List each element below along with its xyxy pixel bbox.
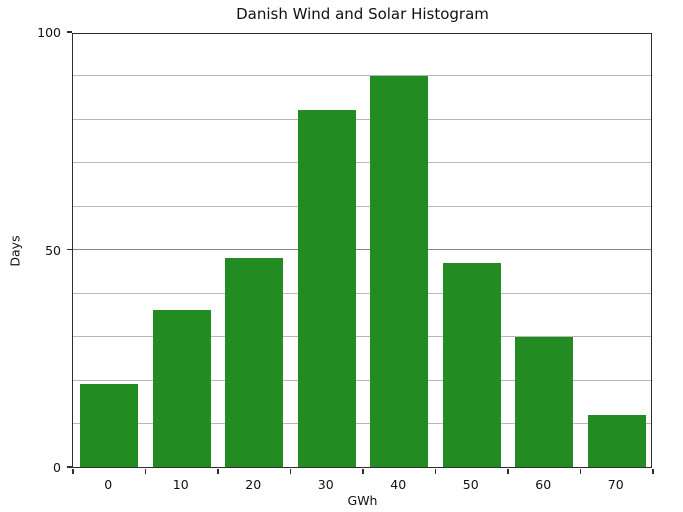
gridline-90 (73, 75, 651, 76)
x-tick-label-60: 60 (535, 477, 552, 492)
x-tick-mark (72, 469, 74, 474)
x-tick-label-10: 10 (172, 477, 189, 492)
x-axis-label: GWh (347, 493, 378, 508)
y-tick-mark (67, 248, 72, 251)
x-tick-mark (362, 469, 364, 474)
x-tick-label-0: 0 (104, 477, 113, 492)
x-tick-mark (144, 469, 147, 474)
plot-inner (67, 31, 654, 474)
x-tick-label-50: 50 (462, 477, 479, 492)
bar-10 (152, 310, 211, 467)
plot-area (67, 31, 654, 474)
gridline-50 (73, 248, 651, 250)
y-tick-mark (67, 466, 72, 468)
y-tick-label-50: 50 (45, 242, 61, 258)
x-tick-label-20: 20 (245, 477, 262, 492)
bar-0 (80, 384, 139, 467)
x-tick-label-70: 70 (607, 477, 624, 492)
y-tick-mark (67, 31, 72, 33)
gridline-40 (73, 292, 651, 294)
x-tick-label-30: 30 (317, 477, 334, 492)
gridline-20 (73, 379, 651, 381)
gridline-80 (73, 118, 651, 120)
x-tick-mark (652, 469, 654, 474)
bar-20 (225, 258, 284, 467)
x-tick-mark (217, 469, 219, 474)
bar-50 (442, 262, 501, 467)
y-tick-label-100: 100 (37, 25, 61, 40)
bar-60 (515, 336, 574, 467)
gridline-60 (73, 205, 651, 207)
x-tick-mark (507, 469, 509, 474)
x-tick-mark (289, 469, 292, 474)
x-tick-label-40: 40 (390, 477, 407, 492)
bar-70 (587, 414, 646, 467)
bar-40 (370, 75, 429, 467)
gridline-70 (73, 162, 651, 163)
gridline-10 (73, 423, 651, 424)
gridline-30 (73, 336, 651, 337)
bar-30 (297, 110, 356, 467)
y-tick-label-0: 0 (53, 460, 61, 475)
chart-title: Danish Wind and Solar Histogram (236, 5, 489, 23)
x-tick-mark (434, 469, 437, 474)
x-tick-mark (579, 469, 582, 474)
